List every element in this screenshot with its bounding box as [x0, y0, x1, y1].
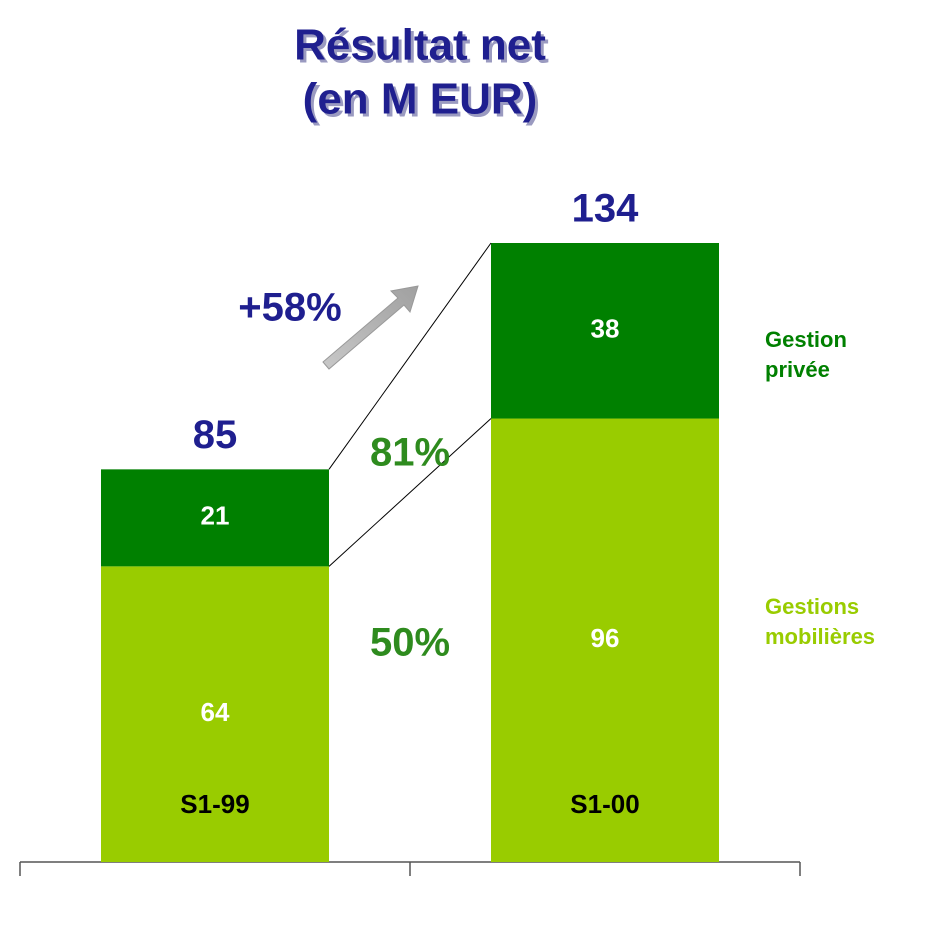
title-shadow: Résultat net [297, 24, 549, 73]
annotation: +58% [238, 286, 341, 330]
title-shadow: (en M EUR) [306, 78, 541, 127]
connector-line [328, 242, 492, 470]
bar-segment [101, 566, 329, 862]
chart-title: (en M EUR) [303, 75, 538, 124]
legend-label: Gestions mobilières [765, 594, 876, 649]
growth-arrow [322, 285, 419, 370]
total-label: 134 [572, 187, 639, 231]
total-label: 85 [193, 413, 238, 457]
x-tick-label: S1-99 [180, 789, 249, 819]
connector-line [328, 418, 492, 567]
bar-segment [491, 418, 719, 862]
bar-segment [491, 243, 719, 419]
segment-label: 96 [591, 623, 620, 653]
x-tick-label: S1-00 [570, 789, 639, 819]
legend-label: Gestion privée [765, 327, 847, 382]
segment-label: 38 [591, 314, 620, 344]
chart-title: Résultat net [294, 21, 546, 70]
annotation: 81% [370, 431, 450, 475]
bar-segment [101, 469, 329, 567]
segment-label: 21 [201, 501, 230, 531]
segment-label: 64 [201, 697, 230, 727]
annotation: 50% [370, 621, 450, 665]
